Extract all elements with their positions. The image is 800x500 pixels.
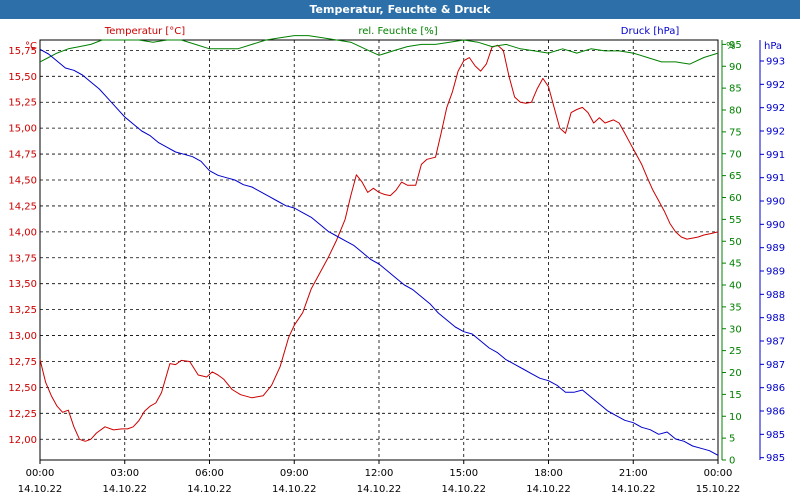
pressure-axis-tick: 992 xyxy=(766,80,785,91)
window-title: Temperatur, Feuchte & Druck xyxy=(0,0,800,19)
humidity-axis-tick: 70 xyxy=(729,149,742,160)
series-line-right1 xyxy=(39,35,719,65)
left-axis-tick: 12,50 xyxy=(8,383,37,394)
x-axis-tick-date: 15.10.22 xyxy=(696,484,741,495)
pressure-axis-tick: 992 xyxy=(766,103,785,114)
x-axis-tick-date: 14.10.22 xyxy=(18,484,63,495)
left-axis-tick: 12,75 xyxy=(8,357,37,368)
left-axis-tick: 13,00 xyxy=(8,331,37,342)
x-axis-tick-time: 15:00 xyxy=(449,468,478,479)
pressure-axis-tick: 986 xyxy=(766,407,785,418)
left-axis-tick: 15,00 xyxy=(8,124,37,135)
pressure-axis-unit: hPa xyxy=(764,41,782,52)
pressure-axis-tick: 986 xyxy=(766,383,785,394)
humidity-axis-tick: 65 xyxy=(729,171,742,182)
humidity-axis-tick: 0 xyxy=(729,456,735,467)
x-axis-tick-date: 14.10.22 xyxy=(357,484,402,495)
chart-area: °C15,75 15,50 15,25 15,00 14,75 14,50 14,25 14,… xyxy=(8,26,785,495)
humidity-axis-tick: 60 xyxy=(729,193,742,204)
pressure-axis-tick: 990 xyxy=(766,197,785,208)
left-axis-tick: 13,50 xyxy=(8,279,37,290)
humidity-axis-tick: 45 xyxy=(729,259,742,270)
series-legend-left: Temperatur [°C] xyxy=(104,26,185,37)
x-axis-tick-date: 14.10.22 xyxy=(272,484,317,495)
x-axis-tick-time: 21:00 xyxy=(619,468,648,479)
pressure-axis-tick: 985 xyxy=(766,453,785,464)
pressure-axis-tick: 987 xyxy=(766,337,785,348)
pressure-axis-tick: 988 xyxy=(766,313,785,324)
humidity-axis-tick: 15 xyxy=(729,390,742,401)
x-axis-tick-date: 14.10.22 xyxy=(611,484,656,495)
humidity-axis-tick: 50 xyxy=(729,237,742,248)
humidity-axis-tick: 30 xyxy=(729,324,742,335)
pressure-axis-tick: 989 xyxy=(766,243,785,254)
x-axis-tick-time: 06:00 xyxy=(195,468,224,479)
humidity-axis-unit: % xyxy=(726,41,736,52)
x-axis-tick-time: 09:00 xyxy=(280,468,309,479)
series-legend-right2: Druck [hPa] xyxy=(621,26,680,37)
humidity-axis-tick: 95 xyxy=(729,40,742,51)
left-axis-unit: °C xyxy=(25,41,37,52)
x-axis-tick-time: 12:00 xyxy=(365,468,394,479)
pressure-axis-tick: 990 xyxy=(766,220,785,231)
humidity-axis-tick: 5 xyxy=(729,434,735,445)
humidity-axis-tick: 85 xyxy=(729,84,742,95)
left-axis-tick: 14,00 xyxy=(8,227,37,238)
series-line-right2 xyxy=(39,48,719,456)
humidity-axis-tick: 90 xyxy=(729,62,742,73)
humidity-axis-tick: 55 xyxy=(729,215,742,226)
left-axis-tick: 14,50 xyxy=(8,176,37,187)
pressure-axis-tick: 991 xyxy=(766,150,785,161)
humidity-axis-tick: 80 xyxy=(729,106,742,117)
x-axis-tick-time: 00:00 xyxy=(704,468,733,479)
humidity-axis-tick: 20 xyxy=(729,368,742,379)
left-axis-tick: 12,25 xyxy=(8,409,37,420)
left-axis-tick: 13,25 xyxy=(8,305,37,316)
x-axis-tick-time: 18:00 xyxy=(534,468,563,479)
pressure-axis-tick: 985 xyxy=(766,430,785,441)
x-axis-tick-date: 14.10.22 xyxy=(102,484,147,495)
left-axis-tick: 15,25 xyxy=(8,98,37,109)
humidity-axis-tick: 75 xyxy=(729,127,742,138)
series-legend-right1: rel. Feuchte [%] xyxy=(358,26,437,37)
humidity-axis-tick: 25 xyxy=(729,346,742,357)
x-axis-tick-date: 14.10.22 xyxy=(441,484,486,495)
series-line-left xyxy=(39,44,719,442)
x-axis-tick-date: 14.10.22 xyxy=(526,484,571,495)
left-axis-tick: 12,00 xyxy=(8,435,37,446)
humidity-axis-tick: 40 xyxy=(729,281,742,292)
x-axis-tick-time: 00:00 xyxy=(26,468,55,479)
humidity-axis-tick: 35 xyxy=(729,302,742,313)
humidity-axis-tick: 10 xyxy=(729,412,742,423)
left-axis-tick: 15,75 xyxy=(8,46,37,57)
pressure-axis-tick: 988 xyxy=(766,290,785,301)
pressure-axis-tick: 992 xyxy=(766,127,785,138)
left-axis-tick: 13,75 xyxy=(8,253,37,264)
x-axis-tick-date: 14.10.22 xyxy=(187,484,232,495)
pressure-axis-tick: 987 xyxy=(766,360,785,371)
pressure-axis-tick: 991 xyxy=(766,173,785,184)
left-axis-tick: 14,25 xyxy=(8,201,37,212)
left-axis-tick: 15,50 xyxy=(8,72,37,83)
pressure-axis-tick: 989 xyxy=(766,267,785,278)
x-axis-tick-time: 03:00 xyxy=(110,468,139,479)
left-axis-tick: 14,75 xyxy=(8,150,37,161)
pressure-axis-tick: 993 xyxy=(766,57,785,68)
